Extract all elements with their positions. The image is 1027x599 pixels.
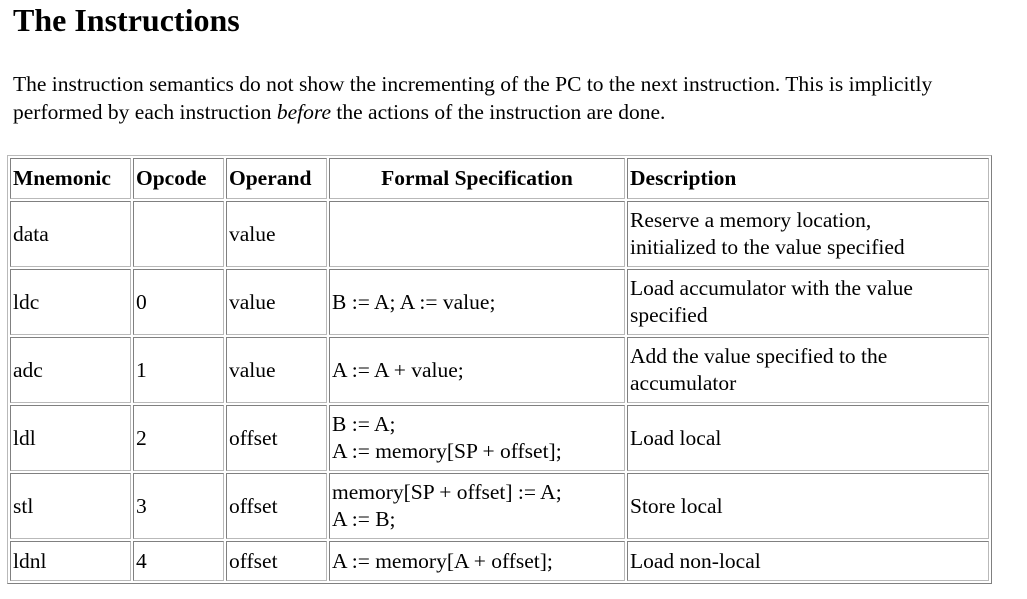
- header-description: Description: [627, 158, 989, 199]
- cell-mnemonic: ldc: [10, 269, 131, 335]
- cell-formal: B := A; A := memory[SP + offset];: [329, 405, 625, 471]
- cell-opcode: [133, 201, 224, 267]
- table-row: ldc 0 value B := A; A := value; Load acc…: [10, 269, 989, 335]
- cell-opcode: 0: [133, 269, 224, 335]
- formal-line: B := A;: [332, 412, 396, 436]
- cell-description: Reserve a memory location, initialized t…: [627, 201, 989, 267]
- intro-text-start: The instruction semantics do not show th…: [13, 72, 933, 124]
- cell-operand: offset: [226, 541, 327, 581]
- cell-opcode: 4: [133, 541, 224, 581]
- header-opcode: Opcode: [133, 158, 224, 199]
- formal-line: A := A + value;: [332, 357, 464, 382]
- cell-opcode: 1: [133, 337, 224, 403]
- cell-operand: value: [226, 269, 327, 335]
- table-header-row: Mnemonic Opcode Operand Formal Specifica…: [10, 158, 989, 199]
- intro-text-end: the actions of the instruction are done.: [331, 100, 666, 124]
- cell-operand: value: [226, 337, 327, 403]
- description-line: initialized to the value specified: [630, 235, 905, 259]
- formal-line: A := memory[A + offset];: [332, 548, 553, 573]
- intro-paragraph: The instruction semantics do not show th…: [13, 70, 1013, 126]
- formal-line: memory[SP + offset] := A;: [332, 480, 562, 504]
- description-line: Load non-local: [630, 548, 761, 573]
- table-row: stl 3 offset memory[SP + offset] := A; A…: [10, 473, 989, 539]
- table-row: data value Reserve a memory location, in…: [10, 201, 989, 267]
- cell-formal: memory[SP + offset] := A; A := B;: [329, 473, 625, 539]
- header-mnemonic: Mnemonic: [10, 158, 131, 199]
- cell-mnemonic: data: [10, 201, 131, 267]
- cell-mnemonic: stl: [10, 473, 131, 539]
- description-line: Add the value specified to the: [630, 344, 888, 368]
- instruction-table: Mnemonic Opcode Operand Formal Specifica…: [7, 155, 992, 584]
- cell-mnemonic: ldnl: [10, 541, 131, 581]
- description-line: Load local: [630, 425, 722, 450]
- table-row: adc 1 value A := A + value; Add the valu…: [10, 337, 989, 403]
- formal-line: A := B;: [332, 507, 396, 531]
- cell-formal: [329, 201, 625, 267]
- table-row: ldl 2 offset B := A; A := memory[SP + of…: [10, 405, 989, 471]
- formal-line: B := A; A := value;: [332, 289, 496, 314]
- cell-opcode: 2: [133, 405, 224, 471]
- cell-formal: A := memory[A + offset];: [329, 541, 625, 581]
- cell-description: Add the value specified to the accumulat…: [627, 337, 989, 403]
- page-title: The Instructions: [13, 2, 240, 38]
- cell-description: Load local: [627, 405, 989, 471]
- description-line: specified: [630, 303, 708, 327]
- description-line: Store local: [630, 493, 723, 518]
- cell-description: Store local: [627, 473, 989, 539]
- cell-operand: offset: [226, 405, 327, 471]
- header-formal-specification: Formal Specification: [329, 158, 625, 199]
- cell-mnemonic: ldl: [10, 405, 131, 471]
- cell-operand: offset: [226, 473, 327, 539]
- cell-operand: value: [226, 201, 327, 267]
- description-line: Load accumulator with the value: [630, 276, 913, 300]
- intro-emphasis: before: [276, 100, 332, 124]
- cell-formal: B := A; A := value;: [329, 269, 625, 335]
- cell-formal: A := A + value;: [329, 337, 625, 403]
- cell-mnemonic: adc: [10, 337, 131, 403]
- cell-opcode: 3: [133, 473, 224, 539]
- description-line: accumulator: [630, 371, 737, 395]
- table-row: ldnl 4 offset A := memory[A + offset]; L…: [10, 541, 989, 581]
- cell-description: Load non-local: [627, 541, 989, 581]
- cell-description: Load accumulator with the value specifie…: [627, 269, 989, 335]
- formal-line: A := memory[SP + offset];: [332, 439, 562, 463]
- description-line: Reserve a memory location,: [630, 208, 872, 232]
- header-operand: Operand: [226, 158, 327, 199]
